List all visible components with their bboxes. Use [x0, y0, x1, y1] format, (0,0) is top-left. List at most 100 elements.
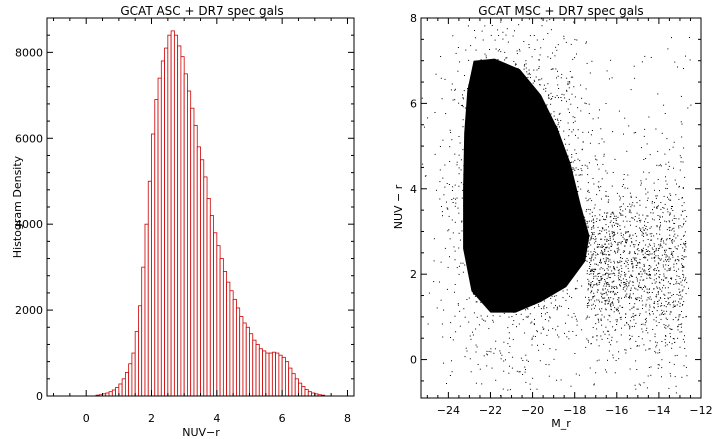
- scatter-point: [497, 59, 499, 60]
- scatter-point: [643, 290, 645, 292]
- scatter-point: [609, 277, 611, 279]
- scatter-point: [639, 267, 641, 269]
- scatter-point: [640, 323, 642, 325]
- scatter-point: [502, 388, 504, 390]
- scatter-point: [678, 288, 680, 290]
- scatter-point: [620, 257, 621, 258]
- scatter-point: [498, 35, 500, 36]
- scatter-point: [467, 259, 469, 261]
- x-tick-label: −22: [479, 404, 502, 417]
- scatter-point: [468, 166, 469, 168]
- scatter-point: [676, 259, 678, 260]
- scatter-point: [520, 313, 522, 315]
- scatter-point: [612, 212, 614, 214]
- scatter-point: [523, 78, 525, 80]
- scatter-point: [526, 151, 528, 153]
- histogram-bar: [304, 389, 309, 397]
- scatter-point: [501, 136, 503, 138]
- scatter-point: [499, 159, 501, 161]
- scatter-point: [605, 257, 607, 259]
- scatter-point: [499, 350, 501, 352]
- scatter-point: [669, 341, 670, 343]
- scatter-point: [550, 113, 552, 115]
- scatter-point: [538, 145, 540, 147]
- scatter-point: [589, 271, 591, 272]
- scatter-point: [492, 187, 494, 189]
- scatter-point: [482, 200, 484, 202]
- scatter-point: [548, 208, 550, 210]
- scatter-point: [631, 275, 633, 277]
- scatter-point: [458, 212, 460, 214]
- scatter-point: [668, 247, 670, 249]
- histogram-bar: [301, 386, 306, 397]
- scatter-point: [682, 258, 684, 260]
- scatter-point: [507, 217, 509, 219]
- scatter-point: [486, 167, 488, 169]
- scatter-point: [597, 318, 599, 320]
- scatter-point: [666, 138, 668, 140]
- scatter-point: [495, 233, 497, 235]
- scatter-point: [645, 158, 647, 159]
- scatter-point: [484, 164, 485, 166]
- scatter-point: [593, 183, 595, 185]
- scatter-point: [620, 318, 622, 320]
- scatter-point: [546, 234, 548, 236]
- scatter-point: [498, 284, 500, 286]
- scatter-point: [424, 175, 426, 177]
- scatter-point: [526, 171, 528, 173]
- scatter-point: [618, 279, 620, 281]
- scatter-point: [659, 190, 660, 192]
- scatter-point: [592, 238, 594, 240]
- scatter-point: [585, 88, 587, 90]
- scatter-point: [536, 182, 538, 184]
- scatter-point: [480, 315, 482, 317]
- scatter-point: [619, 317, 621, 319]
- scatter-point: [515, 63, 517, 65]
- scatter-point: [632, 267, 634, 269]
- scatter-point: [530, 276, 532, 278]
- scatter-point: [656, 287, 658, 289]
- scatter-point: [593, 307, 595, 309]
- scatter-point: [601, 277, 603, 279]
- scatter-point: [628, 253, 630, 255]
- scatter-point: [528, 227, 529, 229]
- scatter-point: [451, 360, 452, 362]
- scatter-point: [549, 193, 551, 195]
- scatter-point: [464, 316, 466, 318]
- scatter-point: [574, 184, 575, 186]
- scatter-point: [454, 284, 456, 285]
- scatter-point: [529, 213, 531, 215]
- scatter-point: [659, 314, 661, 316]
- scatter-point: [607, 359, 608, 361]
- scatter-point: [545, 107, 547, 109]
- scatter-point: [599, 233, 601, 235]
- scatter-point: [682, 197, 683, 199]
- scatter-point: [531, 131, 533, 133]
- scatter-point: [539, 244, 541, 246]
- scatter-point: [580, 84, 582, 86]
- scatter-point: [636, 297, 638, 299]
- histogram-bar: [180, 56, 185, 397]
- scatter-point: [620, 197, 621, 199]
- scatter-point: [483, 247, 485, 249]
- scatter-point: [505, 113, 507, 115]
- scatter-point: [651, 247, 653, 249]
- scatter-point: [522, 249, 524, 251]
- scatter-point: [505, 285, 507, 287]
- scatter-point: [669, 221, 671, 223]
- scatter-point: [629, 334, 631, 336]
- scatter-point: [507, 206, 509, 208]
- scatter-point: [648, 367, 650, 368]
- scatter-point: [506, 57, 508, 59]
- histogram-bar: [252, 339, 257, 397]
- scatter-point: [658, 276, 660, 278]
- scatter-point: [604, 261, 606, 263]
- scatter-point: [668, 256, 670, 258]
- scatter-point: [666, 319, 668, 320]
- scatter-point: [575, 189, 577, 191]
- histogram-bar: [173, 34, 179, 397]
- scatter-point: [612, 304, 614, 306]
- scatter-point: [642, 331, 644, 333]
- scatter-point: [603, 155, 605, 157]
- scatter-point: [588, 245, 590, 247]
